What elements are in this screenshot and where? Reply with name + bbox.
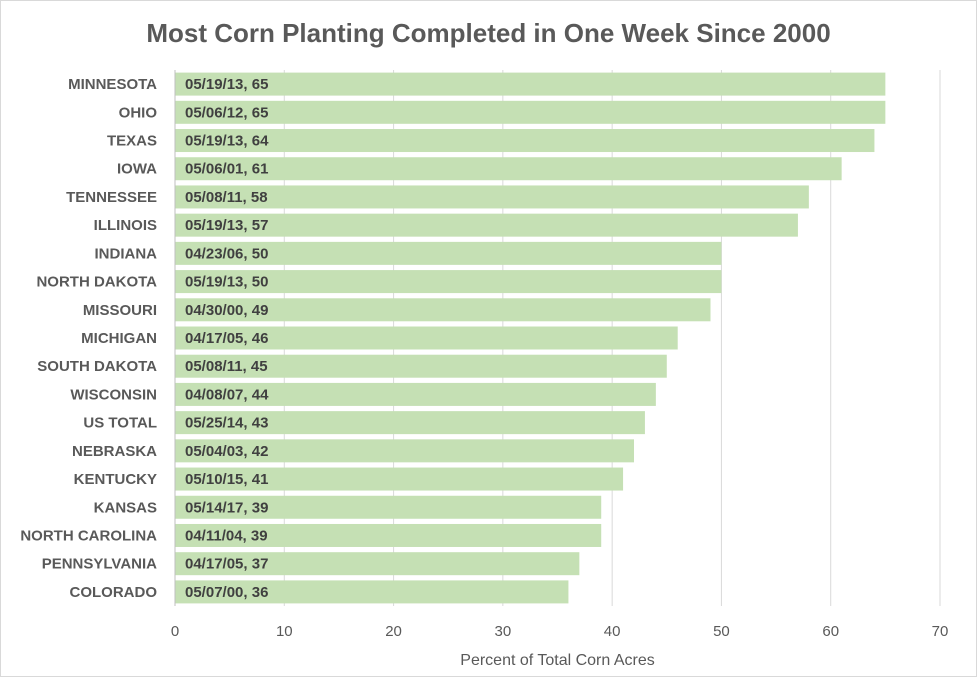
category-label-north-carolina: NORTH CAROLINA <box>20 527 157 544</box>
data-label-kansas: 05/14/17, 39 <box>185 499 268 516</box>
bar-us-total <box>175 411 645 435</box>
bar-kentucky <box>175 467 624 491</box>
bar-north-dakota <box>175 270 722 294</box>
data-label-illinois: 05/19/13, 57 <box>185 217 268 234</box>
category-label-south-dakota: SOUTH DAKOTA <box>37 358 157 375</box>
x-tick-label-30: 30 <box>495 623 512 640</box>
x-tick-label-50: 50 <box>713 623 730 640</box>
category-label-kentucky: KENTUCKY <box>74 471 157 488</box>
data-label-pennsylvania: 04/17/05, 37 <box>185 556 268 573</box>
category-label-us-total: US TOTAL <box>83 415 157 432</box>
category-label-nebraska: NEBRASKA <box>72 443 157 460</box>
category-label-michigan: MICHIGAN <box>81 330 157 347</box>
category-label-pennsylvania: PENNSYLVANIA <box>42 556 157 573</box>
category-label-indiana: INDIANA <box>95 245 158 262</box>
bar-illinois <box>175 213 798 237</box>
data-label-south-dakota: 05/08/11, 45 <box>185 358 268 375</box>
x-tick-label-10: 10 <box>276 623 293 640</box>
bar-south-dakota <box>175 354 667 378</box>
data-label-colorado: 05/07/00, 36 <box>185 584 268 601</box>
data-label-texas: 05/19/13, 64 <box>185 133 269 150</box>
bar-iowa <box>175 157 842 181</box>
category-label-colorado: COLORADO <box>70 584 158 601</box>
category-label-north-dakota: NORTH DAKOTA <box>36 274 157 291</box>
data-label-north-carolina: 04/11/04, 39 <box>185 527 268 544</box>
category-label-texas: TEXAS <box>107 133 157 150</box>
data-label-ohio: 05/06/12, 65 <box>185 104 268 121</box>
bar-pennsylvania <box>175 552 580 576</box>
bar-colorado <box>175 580 569 604</box>
data-label-indiana: 04/23/06, 50 <box>185 245 268 262</box>
category-label-iowa: IOWA <box>117 161 157 178</box>
data-label-minnesota: 05/19/13, 65 <box>185 76 268 93</box>
category-label-kansas: KANSAS <box>94 499 157 516</box>
bar-kansas <box>175 495 602 519</box>
category-label-illinois: ILLINOIS <box>94 217 157 234</box>
category-label-minnesota: MINNESOTA <box>68 76 157 93</box>
x-tick-label-0: 0 <box>171 623 179 640</box>
category-label-wisconsin: WISCONSIN <box>70 386 157 403</box>
bar-tennessee <box>175 185 809 209</box>
data-label-kentucky: 05/10/15, 41 <box>185 471 268 488</box>
bar-wisconsin <box>175 382 656 406</box>
data-label-wisconsin: 04/08/07, 44 <box>185 386 269 403</box>
category-label-ohio: OHIO <box>119 104 158 121</box>
data-label-missouri: 04/30/00, 49 <box>185 302 268 319</box>
x-axis-title: Percent of Total Corn Acres <box>460 652 654 669</box>
bar-missouri <box>175 298 711 322</box>
x-tick-label-70: 70 <box>932 623 949 640</box>
category-label-tennessee: TENNESSEE <box>66 189 157 206</box>
bar-minnesota <box>175 72 886 96</box>
bar-texas <box>175 129 875 153</box>
category-label-missouri: MISSOURI <box>83 302 157 319</box>
data-label-north-dakota: 05/19/13, 50 <box>185 274 268 291</box>
bar-north-carolina <box>175 523 602 547</box>
data-label-nebraska: 05/04/03, 42 <box>185 443 268 460</box>
x-tick-label-60: 60 <box>822 623 839 640</box>
data-label-us-total: 05/25/14, 43 <box>185 415 268 432</box>
x-tick-label-20: 20 <box>385 623 402 640</box>
bar-nebraska <box>175 439 634 463</box>
data-label-michigan: 04/17/05, 46 <box>185 330 268 347</box>
x-tick-label-40: 40 <box>604 623 621 640</box>
chart-title: Most Corn Planting Completed in One Week… <box>146 18 831 48</box>
data-label-tennessee: 05/08/11, 58 <box>185 189 268 206</box>
bar-ohio <box>175 100 886 124</box>
data-label-iowa: 05/06/01, 61 <box>185 161 268 178</box>
bar-indiana <box>175 241 722 265</box>
bar-michigan <box>175 326 678 350</box>
